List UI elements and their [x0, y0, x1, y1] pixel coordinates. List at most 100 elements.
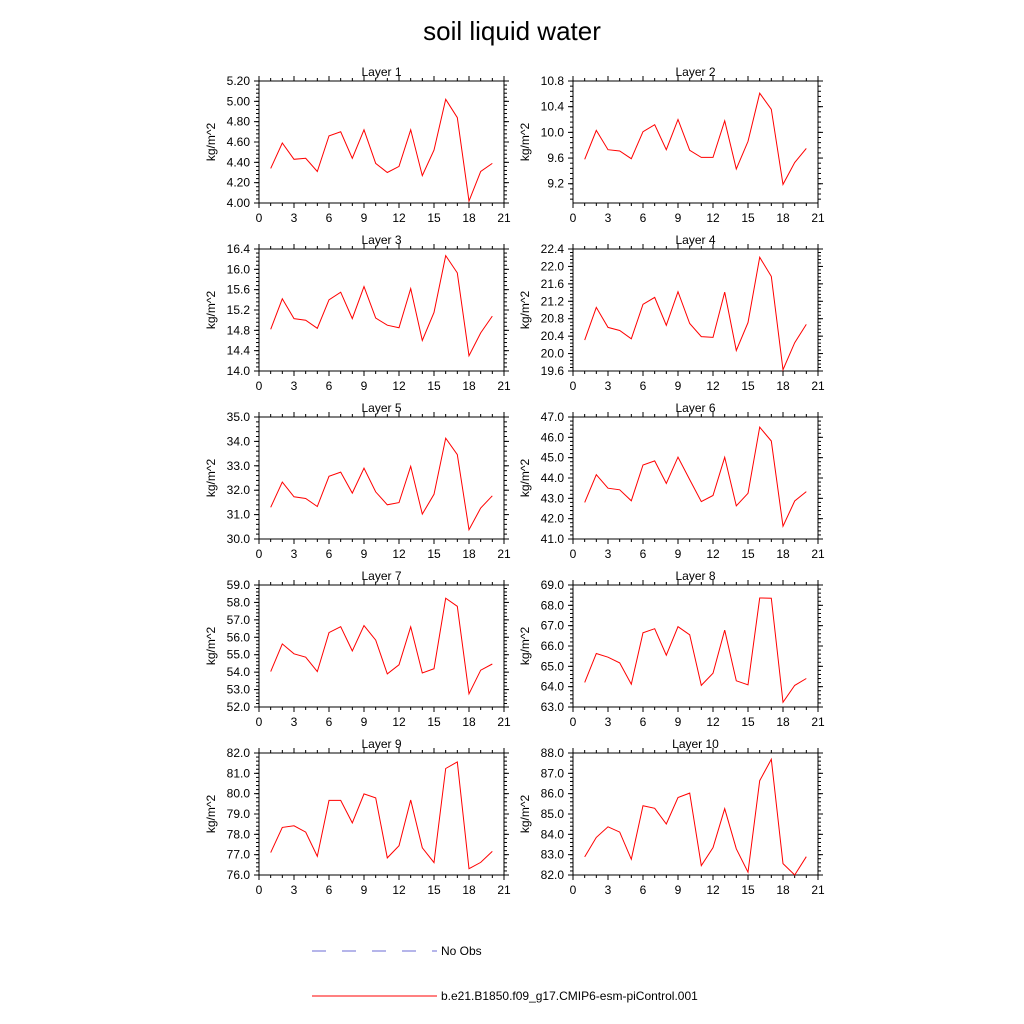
x-tick-label: 15: [741, 547, 755, 561]
x-tick-label: 6: [640, 883, 647, 897]
chart-panel-4: Layer 4 kg/m^2 0 3 6 9 12 15 18 21 19.6 20.0 20.4 20.…: [518, 233, 825, 393]
x-tick-label: 6: [326, 715, 333, 729]
x-tick-label: 0: [256, 547, 263, 561]
panels-container: Layer 1 kg/m^2 0 3 6 9 12 15 18 21 4.00 4.20 4.40 4.6…: [204, 65, 825, 897]
x-tick-label: 21: [497, 547, 511, 561]
y-tick-label: 79.0: [227, 807, 251, 821]
x-tick-label: 0: [570, 379, 577, 393]
y-axis-label: kg/m^2: [518, 627, 532, 666]
x-tick-label: 9: [361, 883, 368, 897]
panel-title: Layer 6: [675, 401, 715, 415]
y-tick-label: 44.0: [541, 471, 565, 485]
chart-panel-10: Layer 10 kg/m^2 0 3 6 9 12 15 18 21 82.0 83.0 84.0 85…: [518, 737, 825, 897]
y-tick-label: 78.0: [227, 827, 251, 841]
x-tick-label: 0: [570, 211, 577, 225]
x-tick-label: 18: [776, 379, 790, 393]
y-tick-label: 9.2: [547, 177, 564, 191]
y-tick-label: 16.4: [227, 242, 251, 256]
series-line-1: [270, 254, 493, 358]
y-tick-label: 77.0: [227, 848, 251, 862]
y-tick-label: 45.0: [541, 451, 565, 465]
x-tick-label: 18: [776, 211, 790, 225]
chart-panel-7: Layer 7 kg/m^2 0 3 6 9 12 15 18 21 52.0 53.0 54.0 55.…: [204, 569, 511, 729]
panel-title: Layer 5: [361, 401, 401, 415]
series-line-1: [270, 98, 493, 203]
y-tick-label: 85.0: [541, 807, 565, 821]
chart-panel-3: Layer 3 kg/m^2 0 3 6 9 12 15 18 21 14.0 14.4 14.8 15.…: [204, 233, 511, 393]
x-tick-label: 3: [605, 379, 612, 393]
x-tick-label: 0: [570, 883, 577, 897]
y-tick-label: 10.8: [541, 74, 565, 88]
y-axis-label: kg/m^2: [518, 459, 532, 498]
plot-frame: [572, 248, 819, 372]
x-tick-label: 21: [497, 883, 511, 897]
series-line-1: [270, 597, 493, 696]
y-axis-label: kg/m^2: [204, 291, 218, 330]
x-tick-label: 18: [462, 547, 476, 561]
x-tick-label: 12: [706, 883, 720, 897]
x-tick-label: 18: [462, 715, 476, 729]
y-tick-label: 4.60: [227, 135, 251, 149]
y-tick-label: 83.0: [541, 848, 565, 862]
y-tick-label: 65.0: [541, 659, 565, 673]
x-tick-label: 12: [706, 379, 720, 393]
y-tick-label: 64.0: [541, 680, 565, 694]
y-tick-label: 86.0: [541, 787, 565, 801]
y-tick-label: 9.6: [547, 151, 564, 165]
plot-frame: [258, 80, 505, 204]
x-tick-label: 15: [741, 211, 755, 225]
y-tick-label: 10.4: [541, 100, 565, 114]
series-line-1: [270, 761, 493, 870]
x-tick-label: 6: [640, 211, 647, 225]
chart-panel-6: Layer 6 kg/m^2 0 3 6 9 12 15 18 21 41.0 42.0 43.0 44.…: [518, 401, 825, 561]
x-tick-label: 9: [361, 379, 368, 393]
x-tick-label: 21: [811, 883, 825, 897]
x-tick-label: 21: [497, 211, 511, 225]
y-tick-label: 31.0: [227, 508, 251, 522]
panel-title: Layer 8: [675, 569, 715, 583]
y-tick-label: 41.0: [541, 532, 565, 546]
y-tick-label: 47.0: [541, 410, 565, 424]
y-tick-label: 43.0: [541, 491, 565, 505]
y-tick-label: 20.8: [541, 312, 565, 326]
y-tick-label: 87.0: [541, 766, 565, 780]
panel-title: Layer 2: [675, 65, 715, 79]
y-tick-label: 84.0: [541, 827, 565, 841]
y-tick-label: 58.0: [227, 595, 251, 609]
y-tick-label: 21.6: [541, 277, 565, 291]
x-tick-label: 15: [427, 547, 441, 561]
y-tick-label: 32.0: [227, 483, 251, 497]
y-tick-label: 15.2: [227, 303, 251, 317]
y-tick-label: 16.0: [227, 262, 251, 276]
x-tick-label: 15: [741, 883, 755, 897]
panel-title: Layer 9: [361, 737, 401, 751]
plot-frame: [258, 584, 505, 708]
x-tick-label: 21: [811, 211, 825, 225]
panel-title: Layer 7: [361, 569, 401, 583]
y-tick-label: 10.0: [541, 125, 565, 139]
x-tick-label: 9: [361, 547, 368, 561]
x-tick-label: 18: [776, 547, 790, 561]
series-line-1: [584, 426, 807, 528]
x-tick-label: 6: [326, 379, 333, 393]
x-tick-label: 3: [605, 211, 612, 225]
y-axis-label: kg/m^2: [204, 123, 218, 162]
x-tick-label: 0: [256, 715, 263, 729]
y-tick-label: 81.0: [227, 766, 251, 780]
plot-frame: [258, 416, 505, 540]
chart-panel-5: Layer 5 kg/m^2 0 3 6 9 12 15 18 21 30.0 31.0 32.0 33.…: [204, 401, 511, 561]
y-axis-label: kg/m^2: [204, 627, 218, 666]
plot-frame: [572, 416, 819, 540]
x-tick-label: 18: [776, 883, 790, 897]
y-tick-label: 14.0: [227, 364, 251, 378]
y-tick-label: 69.0: [541, 578, 565, 592]
y-axis-label: kg/m^2: [518, 795, 532, 834]
y-tick-label: 35.0: [227, 410, 251, 424]
x-tick-label: 21: [811, 547, 825, 561]
y-tick-label: 76.0: [227, 868, 251, 882]
x-tick-label: 3: [605, 883, 612, 897]
x-tick-label: 18: [776, 715, 790, 729]
x-tick-label: 12: [392, 379, 406, 393]
y-tick-label: 22.4: [541, 242, 565, 256]
